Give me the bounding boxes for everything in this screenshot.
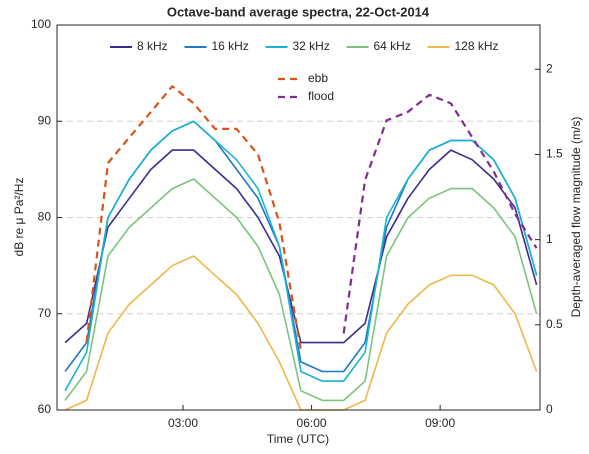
series-line	[342, 93, 538, 334]
y-tick-label: 70	[38, 306, 52, 320]
x-axis-label: Time (UTC)	[267, 432, 329, 446]
y-tick-label: 80	[38, 210, 52, 224]
legend-label: flood	[308, 89, 334, 103]
legend-label: 16 kHz	[212, 39, 249, 53]
y-tick-label: 60	[38, 402, 52, 416]
series-line	[64, 178, 538, 402]
y2-tick-label: 0	[546, 402, 553, 416]
y-tick-label: 100	[31, 17, 51, 31]
x-tick-label: 09:00	[425, 416, 455, 430]
y2-tick-label: 1	[546, 232, 553, 246]
y2-tick-label: 1.5	[546, 147, 563, 161]
series-line	[64, 255, 538, 411]
legend-label: ebb	[308, 71, 328, 85]
y2-tick-label: 0.5	[546, 317, 563, 331]
series-line	[64, 120, 538, 392]
legend-label: 64 kHz	[374, 39, 411, 53]
legend-label: 32 kHz	[293, 39, 330, 53]
legend-label: 128 kHz	[455, 39, 499, 53]
x-tick-label: 06:00	[297, 416, 327, 430]
y-tick-label: 90	[38, 113, 52, 127]
x-tick-label: 03:00	[168, 416, 198, 430]
y2-tick-label: 2	[546, 61, 553, 75]
plot-frame	[56, 24, 541, 411]
chart-title: Octave-band average spectra, 22-Oct-2014	[167, 4, 430, 19]
series-line	[64, 149, 538, 344]
y2-axis-label: Depth-averaged flow magnitude (m/s)	[569, 117, 583, 318]
y-axis-label: dB re μ Pa²/Hz	[12, 178, 26, 257]
legend-label: 8 kHz	[137, 39, 168, 53]
series-line	[64, 120, 538, 373]
